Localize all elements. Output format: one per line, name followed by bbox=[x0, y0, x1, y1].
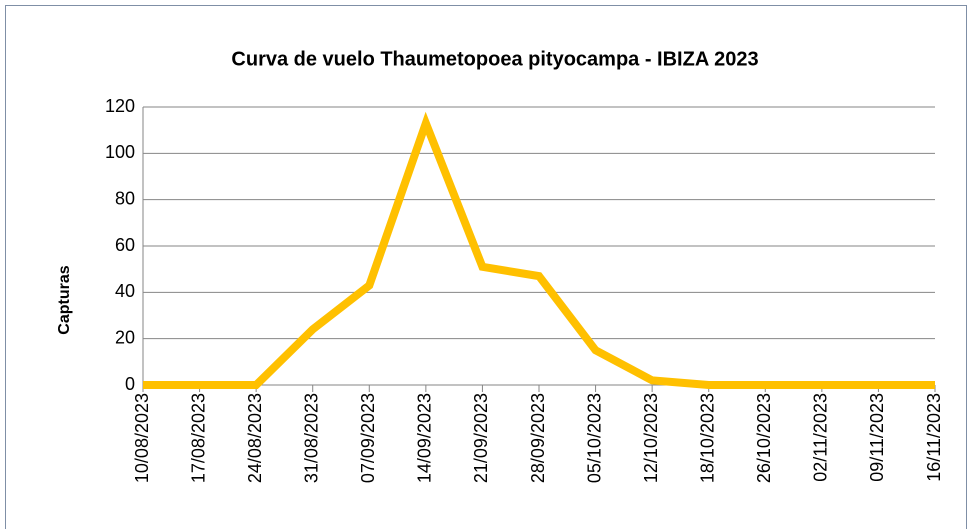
x-tick-label: 02/11/2023 bbox=[811, 393, 831, 482]
x-tick-label: 16/11/2023 bbox=[924, 393, 944, 482]
x-tick-label: 09/11/2023 bbox=[867, 393, 887, 482]
y-tick-label: 0 bbox=[125, 374, 135, 394]
x-tick-label: 05/10/2023 bbox=[584, 393, 604, 483]
y-tick-label: 100 bbox=[105, 142, 135, 162]
y-tick-label: 60 bbox=[115, 235, 135, 255]
y-tick-label: 80 bbox=[115, 188, 135, 208]
x-tick-label: 12/10/2023 bbox=[641, 393, 661, 483]
x-tick-label: 14/09/2023 bbox=[415, 393, 435, 483]
data-line bbox=[143, 111, 935, 389]
x-tick-label: 24/08/2023 bbox=[245, 393, 265, 483]
y-tick-label: 40 bbox=[115, 281, 135, 301]
chart-title: Curva de vuelo Thaumetopoea pityocampa -… bbox=[231, 48, 758, 70]
x-tick-label: 21/09/2023 bbox=[471, 393, 491, 483]
y-tick-label: 120 bbox=[105, 96, 135, 116]
x-tick-label: 26/10/2023 bbox=[754, 393, 774, 483]
y-tick-label: 20 bbox=[115, 327, 135, 347]
x-tick-label: 07/09/2023 bbox=[358, 393, 378, 483]
x-tick-label: 18/10/2023 bbox=[697, 393, 717, 483]
x-tick-label: 31/08/2023 bbox=[301, 393, 321, 483]
x-tick-label: 28/09/2023 bbox=[528, 393, 548, 483]
y-axis-label: Capturas bbox=[56, 265, 73, 334]
x-tick-label: 17/08/2023 bbox=[188, 393, 208, 483]
x-tick-label: 10/08/2023 bbox=[132, 393, 152, 483]
